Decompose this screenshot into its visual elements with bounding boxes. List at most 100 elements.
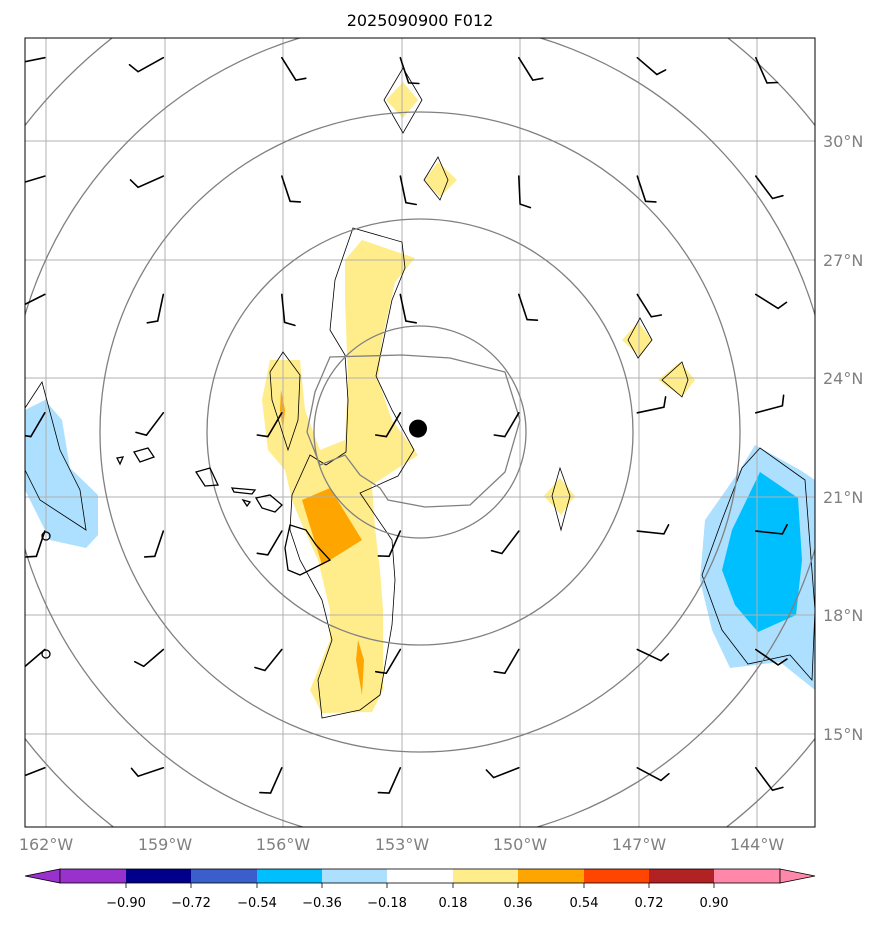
wind-barb [493,412,520,438]
colorbar-segment [322,869,387,883]
wind-barb [134,648,165,668]
wind-barb [143,530,165,558]
wind-barb [755,175,784,200]
wind-barb [25,175,46,183]
lat-label-30n: 30°N [823,132,863,151]
wind-barb [399,175,417,206]
storm-center-marker [409,419,427,438]
colorbar-tick-5: 0.18 [439,896,468,911]
lat-label-18n: 18°N [823,606,863,625]
colorbar-tick-4: −0.18 [367,896,407,911]
lon-label-156w: 156°W [256,835,311,854]
island-oahu [194,467,219,487]
island-niihau [116,456,125,466]
wind-barb [256,412,283,438]
island-molokai [230,487,257,495]
wind-barb [25,293,46,306]
colorbar-segment [387,869,453,883]
wind-barb [755,648,788,666]
wind-barb [493,648,520,675]
colorbar-segment [191,869,257,883]
wind-barb [281,293,296,327]
colorbar-under-triangle [24,868,61,884]
lon-label-162w: 162°W [19,835,74,854]
colorbar-tick-7: 0.54 [570,896,599,911]
colorbar-tick-3: −0.36 [302,896,342,911]
latitude-labels: 30°N 27°N 24°N 21°N 18°N 15°N [823,132,863,744]
wind-barb [377,530,402,558]
positive-anomaly-diamond-4 [658,362,695,397]
positive-anomaly-sliver-south [356,640,364,695]
wind-barb [755,524,788,535]
contour-lines [25,67,815,719]
colorbar-over-triangle [779,868,816,884]
wind-barb [377,767,402,794]
wind-barb [636,175,657,203]
wind-barb [135,412,165,437]
colorbar-tick-2: −0.54 [237,896,277,911]
colorbar-segment [649,869,714,883]
wind-barb [281,56,307,81]
colorbar-segment [257,869,322,883]
wind-barb [755,767,784,792]
negative-anomaly-west [25,400,98,548]
wind-barb [518,56,544,81]
chart-title: 2025090900 F012 [347,11,494,30]
colorbar-tick-8: 0.72 [635,896,664,911]
colorbar-tick-9: 0.90 [700,896,729,911]
wind-barb [490,530,520,555]
lat-label-24n: 24°N [823,369,863,388]
hawaii-coastline [41,447,332,659]
lon-label-159w: 159°W [138,835,193,854]
lon-label-144w: 144°W [730,835,785,854]
wind-barb [256,530,283,556]
wind-barb [518,175,532,209]
wind-barb [259,767,283,794]
colorbar-segment [584,869,649,883]
wind-barb [636,524,670,535]
colorbar-segment [60,869,126,883]
colorbar-segment [518,869,584,883]
lon-label-147w: 147°W [612,835,667,854]
lat-label-21n: 21°N [823,488,863,507]
wind-barb [636,767,670,782]
wind-barb [755,56,779,84]
wind-barb [25,56,46,63]
colorbar-segment [453,869,518,883]
wind-barb [254,648,283,672]
wind-barb [25,412,46,438]
wind-barb [755,293,788,310]
wind-barb [129,175,165,189]
colorbar: −0.90 −0.72 −0.54 −0.36 −0.18 0.18 0.36 … [24,868,816,911]
island-small-2 [41,649,51,659]
lat-label-27n: 27°N [823,251,863,270]
colorbar-segment [126,869,191,883]
island-kauai [133,447,156,463]
gridlines [25,38,815,827]
wind-barb [399,293,417,324]
wind-barb [375,412,402,438]
wind-barb [636,293,663,318]
wind-barb [518,293,539,321]
wind-barb [399,56,420,85]
lon-label-150w: 150°W [493,835,548,854]
positive-anomaly-diamond-2 [424,162,457,197]
island-maui [254,494,283,513]
negative-anomaly-east-core [722,472,802,632]
positive-anomaly-diamond-3 [622,322,652,357]
colorbar-tick-1: −0.72 [171,896,211,911]
wind-barb [128,56,165,73]
colorbar-tick-6: 0.36 [504,896,533,911]
wind-barb [146,293,165,324]
island-small-1 [41,531,51,541]
wind-barb [25,767,46,777]
wind-barb [281,175,302,203]
wind-barb [636,648,670,662]
longitude-labels: 162°W 159°W 156°W 153°W 150°W 147°W 144°… [19,835,785,854]
island-lanai [241,498,252,508]
colorbar-tick-0: −0.90 [106,896,146,911]
wind-barb [485,767,520,779]
lat-label-15n: 15°N [823,725,863,744]
